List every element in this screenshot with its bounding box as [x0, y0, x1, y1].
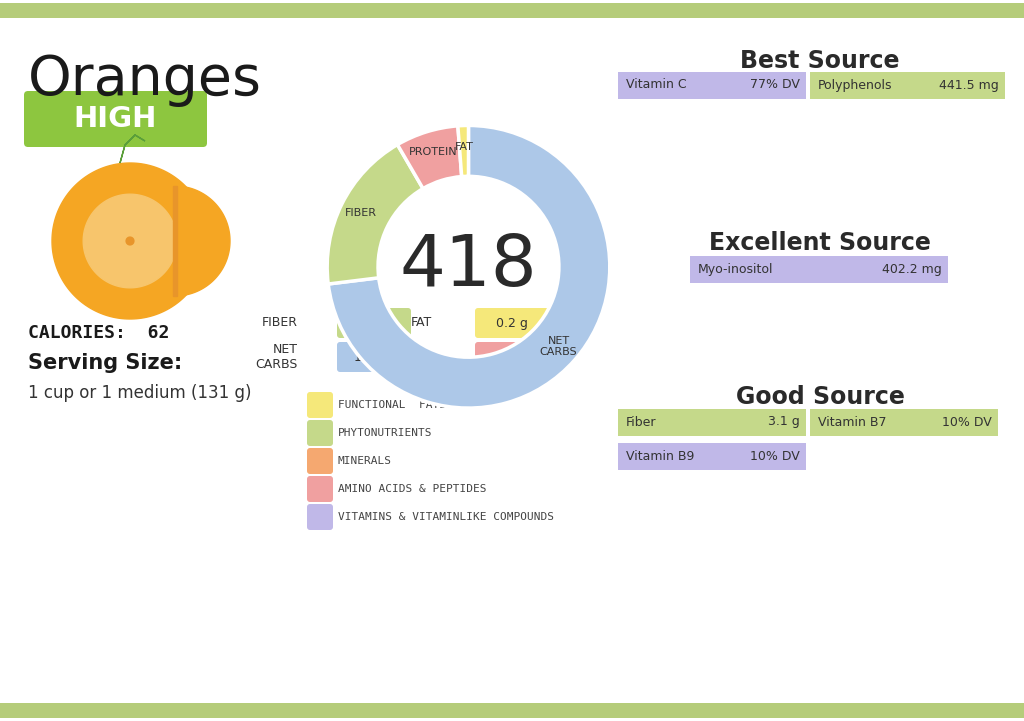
FancyBboxPatch shape [307, 448, 333, 474]
Text: PROTEIN: PROTEIN [377, 350, 432, 363]
Text: Myo-inositol: Myo-inositol [698, 262, 773, 275]
Text: Fiber: Fiber [626, 415, 656, 428]
Text: 3.1 g: 3.1 g [768, 415, 800, 428]
Text: 1 cup or 1 medium (131 g): 1 cup or 1 medium (131 g) [28, 384, 252, 402]
Text: PROTEIN: PROTEIN [409, 147, 457, 157]
Text: Serving Size:: Serving Size: [28, 353, 182, 373]
Text: 10% DV: 10% DV [942, 415, 992, 428]
Wedge shape [397, 126, 462, 189]
Text: 77% DV: 77% DV [751, 79, 800, 92]
Text: Vitamin C: Vitamin C [626, 79, 687, 92]
Wedge shape [328, 145, 423, 284]
FancyBboxPatch shape [810, 71, 1005, 99]
FancyBboxPatch shape [618, 71, 806, 99]
FancyBboxPatch shape [307, 420, 333, 446]
Text: FAT: FAT [411, 317, 432, 329]
FancyBboxPatch shape [337, 342, 411, 372]
Text: Polyphenols: Polyphenols [818, 79, 893, 92]
Text: 3.1 g: 3.1 g [358, 317, 390, 329]
FancyBboxPatch shape [24, 91, 207, 147]
Wedge shape [329, 125, 609, 408]
FancyBboxPatch shape [618, 409, 806, 435]
Polygon shape [52, 163, 208, 319]
Polygon shape [173, 186, 177, 296]
Wedge shape [458, 125, 468, 177]
FancyBboxPatch shape [0, 703, 1024, 718]
Text: 418: 418 [399, 232, 538, 301]
FancyBboxPatch shape [475, 342, 549, 372]
Text: 10% DV: 10% DV [751, 449, 800, 462]
FancyBboxPatch shape [307, 504, 333, 530]
FancyBboxPatch shape [307, 392, 333, 418]
Text: VITAMINS & VITAMINLIKE COMPOUNDS: VITAMINS & VITAMINLIKE COMPOUNDS [338, 512, 554, 522]
Text: AMINO ACIDS & PEPTIDES: AMINO ACIDS & PEPTIDES [338, 484, 486, 494]
FancyBboxPatch shape [690, 255, 948, 283]
Text: Vitamin B7: Vitamin B7 [818, 415, 887, 428]
Text: HIGH: HIGH [74, 105, 157, 133]
Text: PHYTONUTRIENTS: PHYTONUTRIENTS [338, 428, 432, 438]
Text: 402.2 mg: 402.2 mg [883, 262, 942, 275]
Text: NET
CARBS: NET CARBS [540, 335, 578, 357]
Text: FIBER: FIBER [262, 317, 298, 329]
Text: Oranges: Oranges [28, 53, 262, 107]
FancyBboxPatch shape [618, 443, 806, 469]
Polygon shape [126, 237, 134, 245]
Text: MINERALS: MINERALS [338, 456, 392, 466]
Text: FAT: FAT [455, 142, 473, 151]
Polygon shape [175, 186, 230, 296]
FancyBboxPatch shape [475, 308, 549, 338]
FancyBboxPatch shape [337, 308, 411, 338]
Polygon shape [83, 194, 177, 288]
Polygon shape [120, 135, 145, 163]
Text: 441.5 mg: 441.5 mg [939, 79, 999, 92]
Text: Best Source: Best Source [740, 49, 900, 73]
Text: 1.2 g: 1.2 g [496, 350, 528, 363]
FancyBboxPatch shape [307, 476, 333, 502]
Text: Excellent Source: Excellent Source [709, 231, 931, 255]
Text: FUNCTIONAL  FATS: FUNCTIONAL FATS [338, 400, 446, 410]
FancyBboxPatch shape [810, 409, 998, 435]
Text: Good Source: Good Source [735, 385, 904, 409]
Text: CALORIES:  62: CALORIES: 62 [28, 324, 169, 342]
Text: NET
CARBS: NET CARBS [256, 343, 298, 371]
Text: 12.2 g: 12.2 g [354, 350, 394, 363]
Text: 0.2 g: 0.2 g [496, 317, 528, 329]
Text: Vitamin B9: Vitamin B9 [626, 449, 694, 462]
FancyBboxPatch shape [0, 3, 1024, 18]
Text: FIBER: FIBER [345, 208, 377, 218]
